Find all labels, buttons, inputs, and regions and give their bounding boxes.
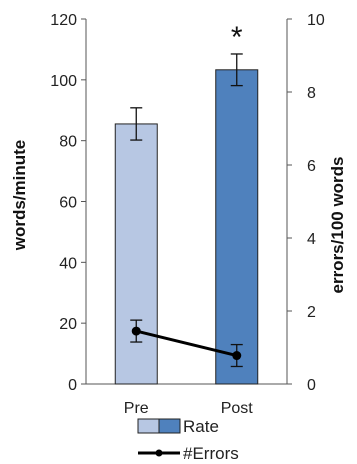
bar-series: [114, 53, 259, 385]
significance-annotation: *: [231, 21, 243, 54]
right-axis-title: errors/100 words: [328, 156, 347, 293]
x-tick-label: Pre: [124, 400, 149, 417]
right-tick-label: 2: [307, 304, 316, 321]
left-tick-label: 100: [50, 73, 77, 90]
left-tick-label: 120: [50, 12, 77, 29]
right-tick-label: 8: [307, 85, 316, 102]
errors-line: [135, 329, 238, 357]
left-tick-label: 80: [59, 134, 77, 151]
right-tick-label: 6: [307, 158, 316, 175]
line-series: [130, 319, 243, 368]
bar-post: [215, 69, 259, 385]
bar-pre: [114, 123, 158, 385]
right-axis: 0 2 4 6 8 10: [287, 12, 325, 394]
legend-label-rate: Rate: [183, 417, 219, 436]
errors-point: [131, 326, 141, 336]
left-tick-label: 40: [59, 255, 77, 272]
left-axis-title: words/minute: [10, 140, 29, 252]
right-tick-label: 4: [307, 231, 316, 248]
left-tick-label: 0: [68, 377, 77, 394]
left-tick-label: 20: [59, 316, 77, 333]
errors-point: [232, 351, 242, 361]
left-tick-label: 60: [59, 195, 77, 212]
legend-marker-errors: [155, 449, 163, 457]
legend-label-errors: #Errors: [183, 444, 239, 463]
legend: Rate #Errors: [137, 417, 239, 463]
x-axis: Pre Post: [124, 400, 254, 417]
left-axis: 0 20 40 60 80 100 120: [50, 12, 86, 394]
x-tick-label: Post: [221, 400, 254, 417]
legend-swatch-rate-light: [137, 418, 160, 434]
right-tick-label: 0: [307, 377, 316, 394]
legend-swatch-rate-dark: [158, 418, 181, 434]
right-tick-label: 10: [307, 12, 325, 29]
